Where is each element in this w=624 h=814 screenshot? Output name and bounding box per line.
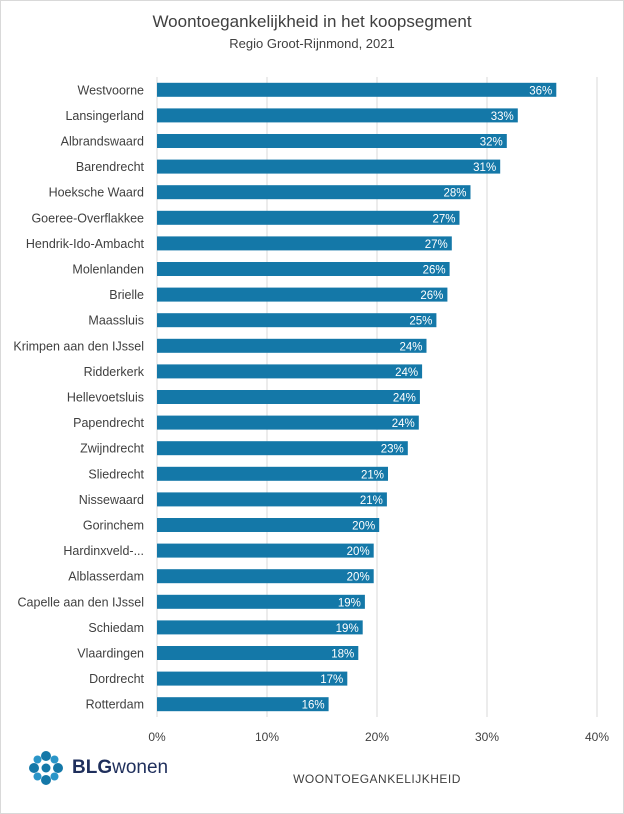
bar: [157, 569, 374, 584]
x-tick-label: 20%: [365, 730, 389, 744]
bar: [157, 543, 374, 558]
x-tick-label: 30%: [475, 730, 499, 744]
bar: [157, 210, 460, 225]
data-label: 26%: [423, 265, 446, 277]
bar: [157, 441, 408, 456]
data-label: 32%: [480, 137, 503, 149]
category-label: Maassluis: [88, 314, 144, 328]
category-label: Ridderkerk: [84, 365, 145, 379]
category-label: Alblasserdam: [68, 570, 144, 584]
data-label: 20%: [347, 572, 370, 584]
category-label: Rotterdam: [86, 698, 144, 712]
category-label: Hardinxveld-...: [63, 544, 144, 558]
category-label: Schiedam: [88, 621, 144, 635]
x-tick-label: 40%: [585, 730, 609, 744]
data-label: 25%: [409, 316, 432, 328]
category-label: Barendrecht: [76, 160, 145, 174]
bar: [157, 671, 348, 686]
chart-subtitle: Regio Groot-Rijnmond, 2021: [229, 36, 395, 51]
category-label: Molenlanden: [72, 263, 144, 277]
data-label: 24%: [399, 341, 422, 353]
data-label: 21%: [361, 469, 384, 481]
data-label: 16%: [302, 700, 325, 712]
category-label: Lansingerland: [65, 109, 144, 123]
bar: [157, 492, 387, 507]
bar: [157, 518, 380, 532]
category-label: Westvoorne: [78, 83, 145, 97]
bar: [157, 134, 507, 148]
bar: [157, 262, 450, 276]
category-label: Gorinchem: [83, 519, 144, 533]
data-label: 18%: [331, 649, 354, 661]
data-label: 24%: [395, 367, 418, 379]
data-label: 36%: [529, 85, 552, 97]
data-label: 33%: [491, 111, 514, 123]
logo-text-regular: wonen: [112, 757, 169, 778]
x-tick-label: 10%: [255, 730, 279, 744]
bar: [157, 697, 329, 712]
data-label: 28%: [443, 188, 466, 200]
data-label: 27%: [425, 239, 448, 251]
bar: [157, 338, 427, 353]
category-label: Zwijndrecht: [80, 442, 144, 456]
bar: [157, 313, 437, 328]
x-tick-label: 0%: [148, 730, 166, 744]
data-label: 27%: [432, 213, 455, 225]
data-label: 19%: [338, 597, 361, 609]
bar: [157, 390, 420, 404]
data-label: 24%: [393, 393, 416, 405]
category-label: Hendrik-Ido-Ambacht: [26, 237, 145, 251]
category-label: Goeree-Overflakkee: [31, 211, 144, 225]
x-axis-label: WOONTOEGANKELIJKHEID: [293, 772, 461, 786]
data-label: 24%: [392, 418, 415, 430]
data-label: 31%: [473, 162, 496, 174]
category-label: Albrandswaard: [61, 135, 144, 149]
bar: [157, 415, 419, 430]
bar: [157, 620, 363, 635]
data-label: 20%: [347, 546, 370, 558]
category-label: Dordrecht: [89, 672, 144, 686]
chart-title: Woontoegankelijkheid in het koopsegment: [152, 12, 472, 31]
category-label: Papendrecht: [73, 416, 144, 430]
bar: [157, 82, 557, 97]
data-label: 20%: [352, 521, 375, 533]
logo-text-bold: BLG: [72, 757, 113, 778]
category-label: Vlaardingen: [77, 647, 144, 661]
bar: [157, 594, 365, 609]
data-label: 19%: [336, 623, 359, 635]
bar: [157, 159, 501, 174]
data-label: 17%: [320, 674, 343, 686]
bar: [157, 185, 471, 200]
category-label: Nissewaard: [79, 493, 144, 507]
category-label: Hellevoetsluis: [67, 391, 144, 405]
blgwonen-logo: BLG wonen: [26, 748, 168, 788]
category-label: Krimpen aan den IJssel: [13, 339, 144, 353]
category-label: Hoeksche Waard: [49, 186, 144, 200]
bar: [157, 287, 448, 302]
blg-flower-icon: [29, 751, 63, 785]
bar: [157, 646, 359, 660]
bar: [157, 236, 452, 251]
category-label: Capelle aan den IJssel: [18, 595, 144, 609]
bar: [157, 466, 388, 481]
data-label: 23%: [381, 444, 404, 456]
data-label: 21%: [360, 495, 383, 507]
data-label: 26%: [420, 290, 443, 302]
category-label: Brielle: [109, 288, 144, 302]
bar: [157, 108, 518, 123]
bar: [157, 364, 423, 379]
category-label: Sliedrecht: [88, 467, 144, 481]
